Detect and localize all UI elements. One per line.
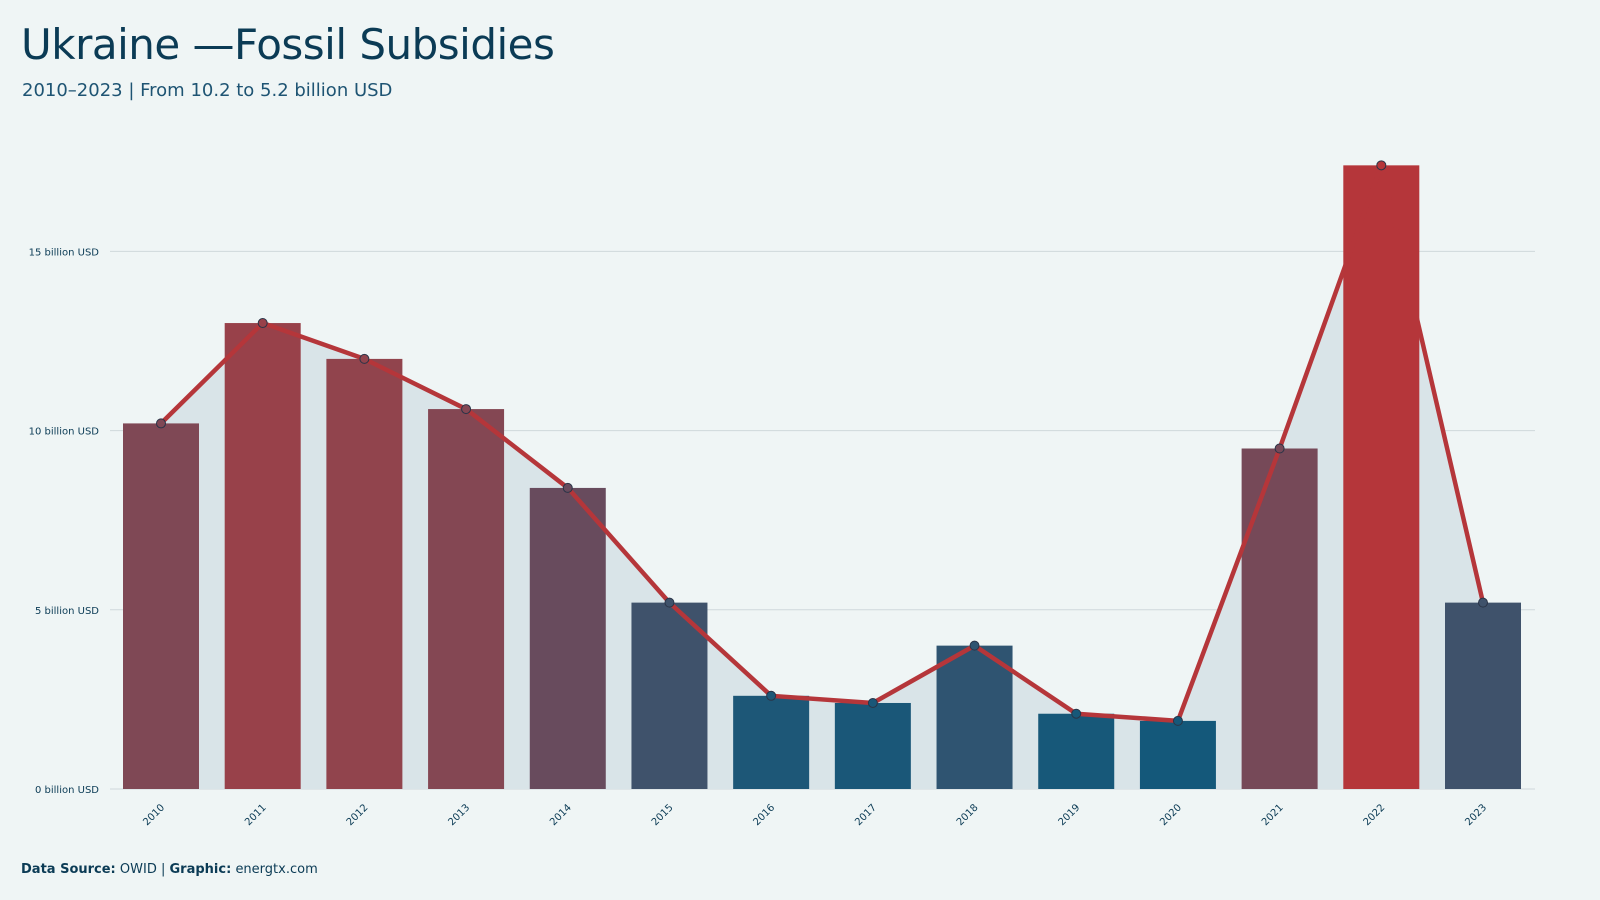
x-tick-label: 2020 xyxy=(1158,802,1184,828)
point-2016 xyxy=(766,690,777,701)
x-tick-label: 2013 xyxy=(446,802,472,828)
point-2022 xyxy=(1376,160,1387,171)
bar-2021 xyxy=(1241,448,1318,789)
point-2020 xyxy=(1172,715,1183,726)
y-axis-ticks: 0 billion USD 5 billion USD 10 billion USD… xyxy=(29,247,100,796)
x-tick-label: 2011 xyxy=(243,802,269,828)
bar-2022 xyxy=(1343,165,1420,790)
separator: | xyxy=(160,862,166,877)
y-tick-label: 10 billion USD xyxy=(29,427,100,438)
bars xyxy=(123,165,1521,790)
trend-line xyxy=(159,163,1486,724)
bar-2018 xyxy=(936,645,1013,789)
x-tick-label: 2016 xyxy=(751,802,777,828)
graphic-value: energtx.com xyxy=(235,862,318,877)
point-2021 xyxy=(1274,443,1285,454)
bar-2017 xyxy=(834,702,911,789)
x-tick-label: 2023 xyxy=(1463,802,1489,828)
y-tick-label: 15 billion USD xyxy=(29,247,100,258)
footer-credits: Data Source: OWID | Graphic: energtx.com xyxy=(21,862,318,877)
bar-2019 xyxy=(1038,713,1115,789)
x-tick-label: 2017 xyxy=(853,802,879,828)
bar-2016 xyxy=(733,695,810,789)
bar-2023 xyxy=(1445,602,1521,789)
point-2012 xyxy=(359,353,370,364)
x-tick-label: 2021 xyxy=(1260,802,1286,828)
point-2015 xyxy=(664,597,675,608)
x-axis-ticks: 2010 2011 2012 2013 2014 2015 2016 2017 2018 2019… xyxy=(141,802,1489,828)
point-2013 xyxy=(461,404,472,415)
source-label: Data Source: xyxy=(21,862,116,877)
point-2010 xyxy=(156,418,166,429)
chart-title: Ukraine —Fossil Subsidies xyxy=(21,20,555,69)
source-value: OWID xyxy=(119,862,157,877)
x-tick-label: 2014 xyxy=(548,802,574,828)
line-points xyxy=(156,160,1488,726)
point-2023 xyxy=(1478,597,1488,608)
point-2017 xyxy=(867,697,878,708)
x-tick-label: 2022 xyxy=(1362,802,1388,828)
bar-2014 xyxy=(529,487,606,789)
point-2011 xyxy=(257,318,268,329)
bar-2012 xyxy=(326,358,403,789)
bar-2011 xyxy=(224,323,301,789)
bar-2013 xyxy=(428,409,505,789)
bar-2015 xyxy=(631,602,708,789)
y-tick-label: 5 billion USD xyxy=(35,606,99,617)
point-2018 xyxy=(969,640,980,651)
graphic-label: Graphic: xyxy=(169,862,232,877)
x-tick-label: 2012 xyxy=(345,802,371,828)
y-tick-label: 0 billion USD xyxy=(35,785,99,796)
point-2014 xyxy=(562,482,573,493)
x-tick-label: 2019 xyxy=(1057,802,1083,828)
x-tick-label: 2018 xyxy=(955,802,981,828)
chart-subtitle: 2010–2023 | From 10.2 to 5.2 billion USD xyxy=(22,80,393,101)
x-tick-label: 2010 xyxy=(141,802,167,828)
bar-2020 xyxy=(1139,720,1216,789)
x-tick-label: 2015 xyxy=(650,802,676,828)
bar-2010 xyxy=(123,423,199,789)
point-2019 xyxy=(1071,708,1082,719)
